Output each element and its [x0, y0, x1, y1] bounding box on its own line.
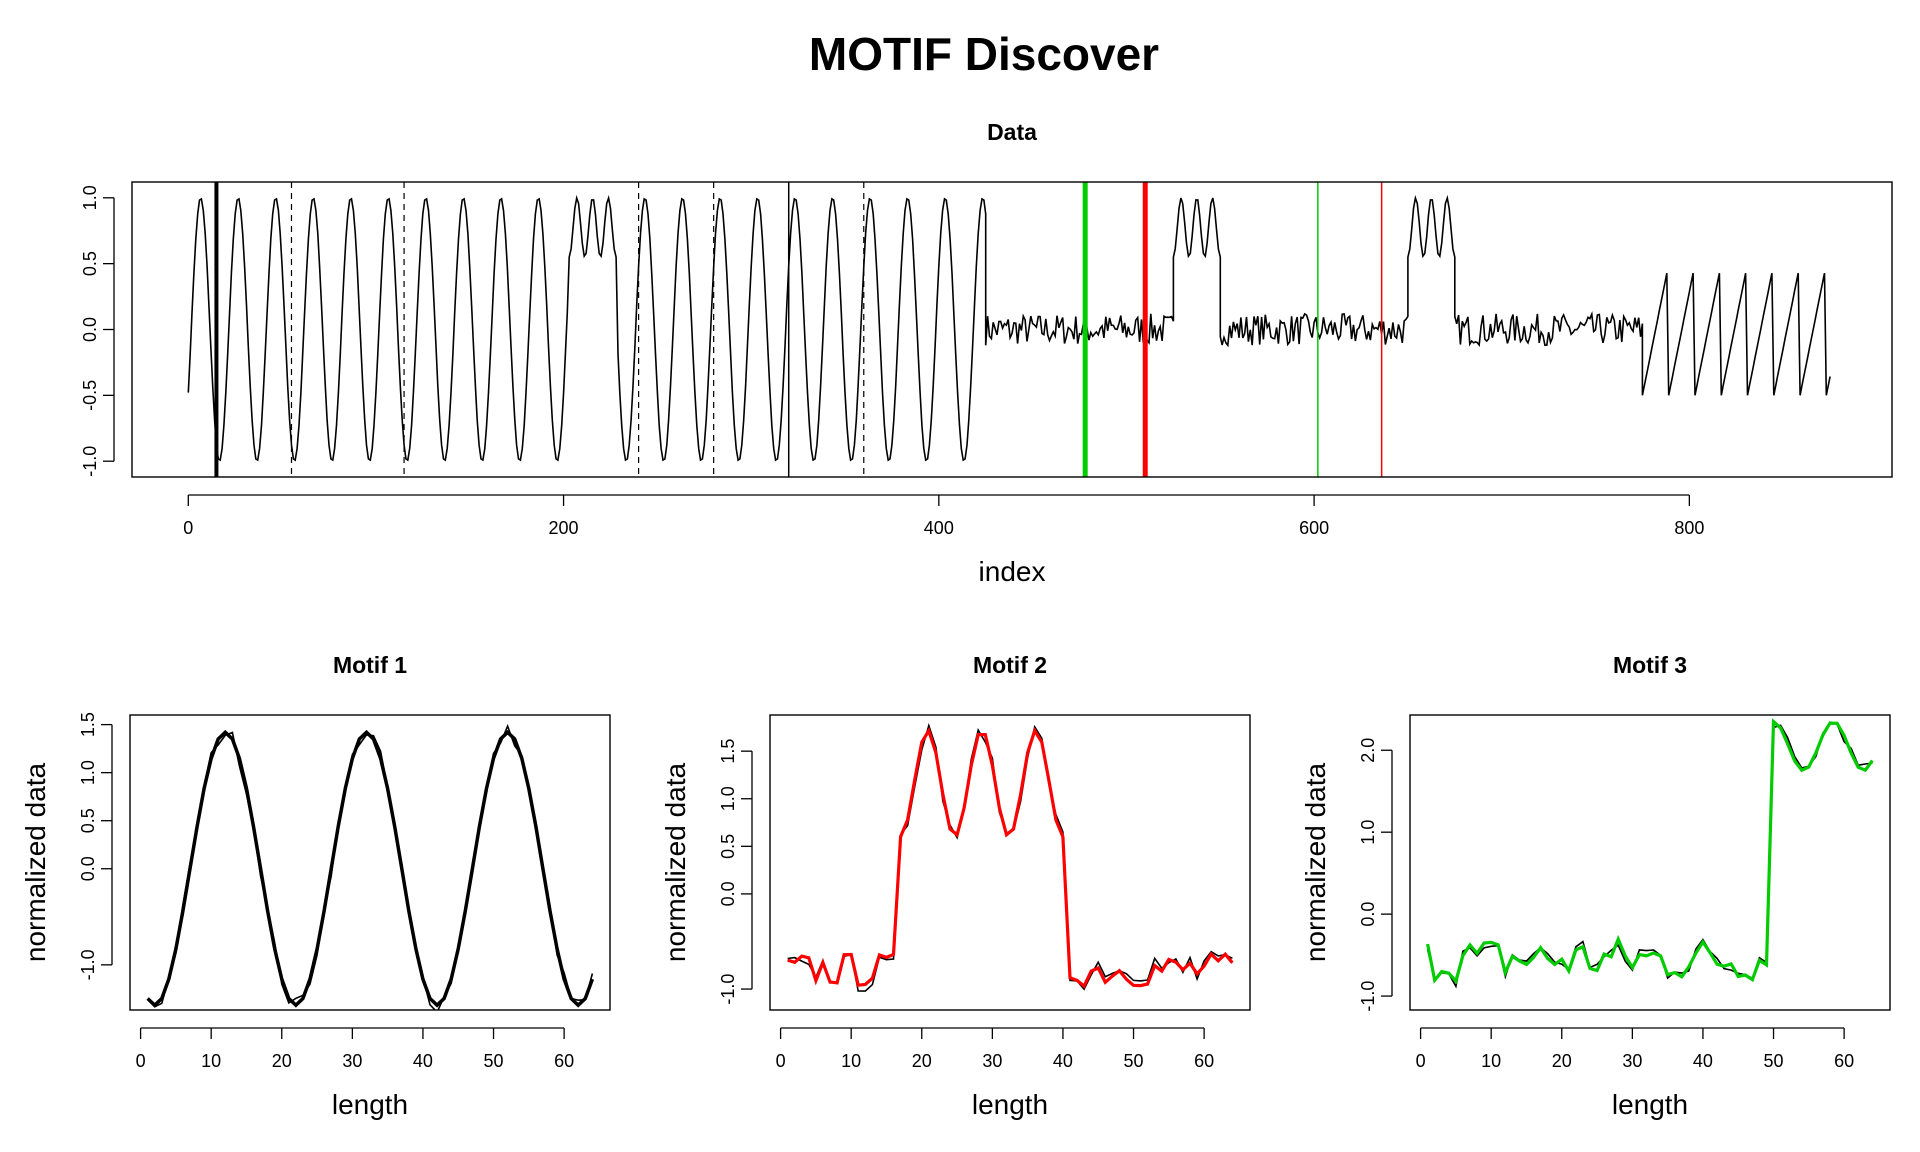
- y-tick-label: 1.0: [718, 786, 738, 811]
- y-tick-label: 1.0: [78, 760, 98, 785]
- x-axis-label: length: [972, 1089, 1048, 1120]
- x-tick-label: 50: [1124, 1051, 1144, 1071]
- y-axis-label: normalized data: [1300, 762, 1331, 962]
- plot-frame: [129, 714, 611, 1011]
- y-tick-label: 1.0: [80, 185, 100, 210]
- x-tick-label: 50: [484, 1051, 504, 1071]
- x-tick-label: 400: [924, 518, 954, 538]
- chart-data: Data 0 200 400 600 800 -1.0 -0.5 0.0 0.5 1.0 index: [80, 119, 1893, 587]
- plot-frame: [769, 714, 1251, 1011]
- y-tick-label: 0.5: [718, 834, 738, 859]
- y-tick-label: 0.0: [80, 317, 100, 342]
- chart-motif2: Motif 2 0 10 20 30 40 50 60 -1.0 0.0 0.5 1.0 1.5 leng…: [660, 652, 1251, 1120]
- y-tick-label: 1.5: [78, 712, 98, 737]
- y-axis-label: normalized data: [20, 762, 51, 962]
- x-tick-label: 10: [201, 1051, 221, 1071]
- x-tick-label: 30: [982, 1051, 1002, 1071]
- x-tick-label: 800: [1674, 518, 1704, 538]
- x-axis-label: index: [979, 556, 1046, 587]
- x-tick-label: 60: [1834, 1051, 1854, 1071]
- plot-area: [187, 182, 1831, 477]
- y-axis-label: normalized data: [660, 762, 691, 962]
- y-tick-label: -1.0: [718, 974, 738, 1005]
- plot-area: [1426, 718, 1874, 989]
- x-tick-label: 600: [1299, 518, 1329, 538]
- chart-title: Motif 2: [973, 652, 1047, 678]
- x-tick-label: 0: [1416, 1051, 1426, 1071]
- x-tick-label: 50: [1764, 1051, 1784, 1071]
- x-axis-label: length: [1612, 1089, 1688, 1120]
- chart-title: Data: [987, 119, 1037, 145]
- x-tick-label: 40: [1053, 1051, 1073, 1071]
- data-series-line: [187, 194, 1831, 462]
- x-tick-label: 20: [912, 1051, 932, 1071]
- x-tick-label: 30: [1622, 1051, 1642, 1071]
- y-tick-label: -0.5: [80, 380, 100, 411]
- x-tick-label: 20: [272, 1051, 292, 1071]
- motif-mean-line: [1426, 718, 1874, 985]
- x-axis-label: length: [332, 1089, 408, 1120]
- motif-mean-line: [146, 729, 595, 1008]
- y-tick-label: 0.0: [718, 881, 738, 906]
- plot-frame: [1409, 714, 1891, 1011]
- y-tick-label: -1.0: [1358, 981, 1378, 1012]
- y-tick-label: 1.5: [718, 739, 738, 764]
- y-tick-label: 0.0: [78, 856, 98, 881]
- x-tick-label: 60: [554, 1051, 574, 1071]
- x-tick-label: 60: [1194, 1051, 1214, 1071]
- chart-title: Motif 1: [333, 652, 407, 678]
- x-tick-label: 200: [549, 518, 579, 538]
- x-tick-label: 0: [776, 1051, 786, 1071]
- y-tick-label: 1.0: [1358, 820, 1378, 845]
- y-tick-label: 2.0: [1358, 738, 1378, 763]
- y-tick-label: 0.0: [1358, 902, 1378, 927]
- motif-mean-line: [787, 726, 1234, 989]
- plot-frame: [131, 181, 1893, 478]
- y-tick-label: 0.5: [80, 251, 100, 276]
- x-tick-label: 10: [841, 1051, 861, 1071]
- x-tick-label: 0: [136, 1051, 146, 1071]
- x-tick-label: 20: [1552, 1051, 1572, 1071]
- x-tick-label: 40: [413, 1051, 433, 1071]
- figure-title: MOTIF Discover: [809, 28, 1159, 80]
- x-tick-label: 0: [183, 518, 193, 538]
- chart-motif1: Motif 1 0 10 20 30 40 50 60 -1.0 0.0 0.5 1.0 1.5 leng…: [20, 652, 611, 1120]
- x-tick-label: 30: [342, 1051, 362, 1071]
- y-tick-label: 0.5: [78, 808, 98, 833]
- x-tick-label: 40: [1693, 1051, 1713, 1071]
- chart-title: Motif 3: [1613, 652, 1687, 678]
- chart-motif3: Motif 3 0 10 20 30 40 50 60 -1.0 0.0 1.0 2.0 length n…: [1300, 652, 1891, 1120]
- x-tick-label: 10: [1481, 1051, 1501, 1071]
- plot-area: [787, 722, 1234, 992]
- plot-area: [146, 723, 595, 1010]
- y-tick-label: -1.0: [78, 949, 98, 980]
- y-tick-label: -1.0: [80, 446, 100, 477]
